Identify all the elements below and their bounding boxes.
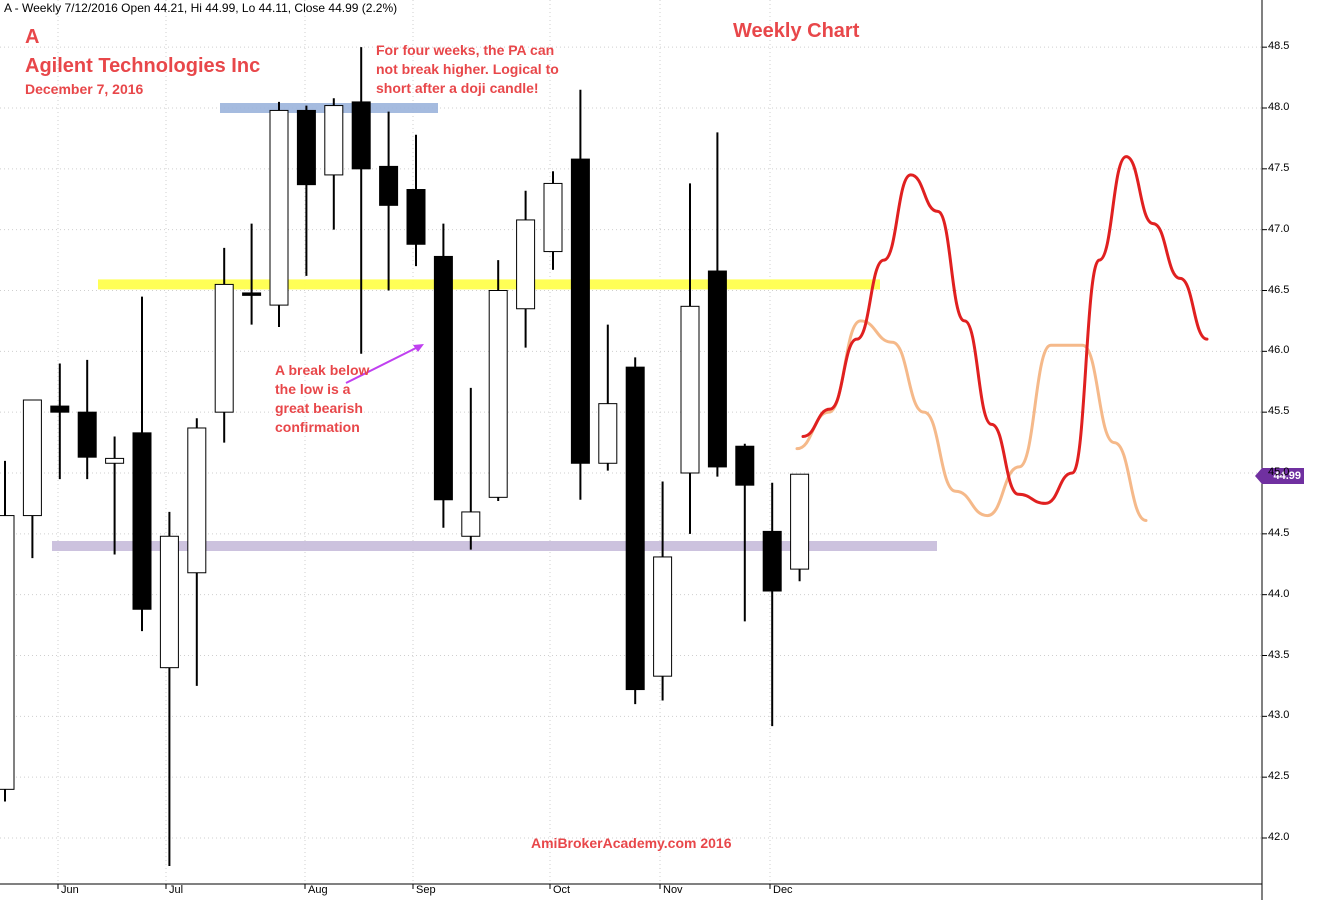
candle-body xyxy=(406,189,426,245)
candle-body xyxy=(50,405,70,413)
y-tick-label: 48.0 xyxy=(1268,101,1290,113)
support-band-upper xyxy=(98,279,880,290)
y-tick-label: 48.5 xyxy=(1268,40,1290,53)
x-tick-label: Jul xyxy=(169,884,184,896)
candle-body xyxy=(0,515,15,790)
company-name: Agilent Technologies Inc xyxy=(25,55,261,77)
mid-annotation-line: the low is a xyxy=(275,381,351,397)
candle-body xyxy=(187,427,207,574)
y-tick-label: 47.5 xyxy=(1268,161,1290,174)
y-tick-label: 43.5 xyxy=(1268,648,1290,661)
y-tick-label: 45.5 xyxy=(1268,405,1290,418)
y-tick-label: 46.5 xyxy=(1268,283,1290,296)
candle-body xyxy=(242,292,262,296)
candle-body xyxy=(653,556,673,677)
y-tick-label: 42.5 xyxy=(1268,770,1290,783)
candle-body xyxy=(543,182,563,253)
candle-body xyxy=(570,158,590,464)
forecast-red-line xyxy=(801,155,1209,505)
candle-body xyxy=(707,270,727,468)
y-tick-label: 43.0 xyxy=(1268,709,1290,722)
chart-date: December 7, 2016 xyxy=(25,81,144,97)
candle-body xyxy=(488,290,508,498)
mid-annotation-line: confirmation xyxy=(275,419,360,435)
candle-body xyxy=(790,473,810,570)
x-tick-label: Jun xyxy=(61,884,79,896)
candle-body xyxy=(269,109,289,306)
top-annotation: For four weeks, the PA can not break hig… xyxy=(376,41,559,98)
candle-body xyxy=(762,530,782,592)
ohlc-header: A - Weekly 7/12/2016 Open 44.21, Hi 44.9… xyxy=(4,1,398,15)
x-tick-label: Nov xyxy=(663,884,683,896)
top-annotation-line: For four weeks, the PA can xyxy=(376,42,555,58)
forecast-curves xyxy=(795,155,1209,522)
candle-body xyxy=(77,411,97,458)
candle-body xyxy=(214,283,234,413)
candle-body xyxy=(516,219,536,310)
x-tick-label: Dec xyxy=(773,884,793,896)
annotation-arrow xyxy=(345,344,424,384)
candle-body xyxy=(598,403,618,464)
top-annotation-line: not break higher. Logical to xyxy=(376,61,559,77)
candle-body xyxy=(324,105,344,176)
x-tick-label: Oct xyxy=(553,884,571,896)
candle-body xyxy=(132,432,152,610)
chart-grid xyxy=(0,0,1262,884)
mid-annotation-line: great bearish xyxy=(275,400,363,416)
candle-body xyxy=(105,457,125,464)
x-tick-label: Sep xyxy=(416,884,436,896)
candle-body xyxy=(22,399,42,517)
y-tick-label: 42.0 xyxy=(1268,831,1290,843)
mid-annotation-line: A break below xyxy=(275,362,370,378)
y-tick-label: 44.5 xyxy=(1268,526,1290,539)
candle-body xyxy=(379,165,399,206)
last-price-badge: 44.99 xyxy=(1255,468,1304,484)
arrow-shaft xyxy=(345,346,419,384)
arrow-head xyxy=(413,344,424,352)
candle-body xyxy=(159,535,179,669)
candlesticks xyxy=(0,47,810,866)
chart-title: Weekly Chart xyxy=(733,20,860,42)
x-tick-label: Aug xyxy=(308,884,328,896)
candle-body xyxy=(351,101,371,170)
watermark: AmiBrokerAcademy.com 2016 xyxy=(531,835,732,851)
support-band-lower xyxy=(52,541,937,551)
y-tick-label: 44.0 xyxy=(1268,587,1290,600)
chart-axes xyxy=(0,0,1267,900)
candle-body xyxy=(433,255,453,501)
ticker-symbol: A xyxy=(25,26,40,48)
candle-body xyxy=(680,305,700,474)
y-tick-label: 47.0 xyxy=(1268,222,1290,235)
candle-body xyxy=(461,511,481,537)
candle-body xyxy=(625,366,645,691)
y-tick-label: 45.0 xyxy=(1268,466,1290,478)
forecast-orange-line xyxy=(795,319,1148,522)
y-tick-label: 46.0 xyxy=(1268,344,1290,357)
top-annotation-line: short after a doji candle! xyxy=(376,80,539,96)
candle-body xyxy=(735,445,755,486)
candle-body xyxy=(296,109,316,186)
mid-annotation: A break below the low is a great bearish… xyxy=(275,361,369,437)
